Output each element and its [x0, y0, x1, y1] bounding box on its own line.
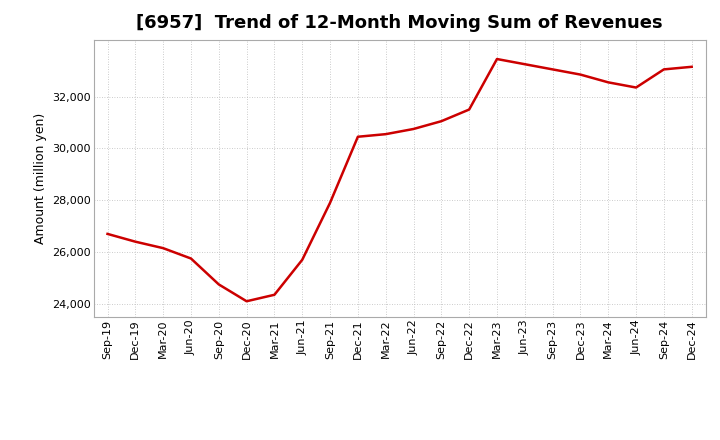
- Y-axis label: Amount (million yen): Amount (million yen): [34, 113, 47, 244]
- Title: [6957]  Trend of 12-Month Moving Sum of Revenues: [6957] Trend of 12-Month Moving Sum of R…: [136, 15, 663, 33]
